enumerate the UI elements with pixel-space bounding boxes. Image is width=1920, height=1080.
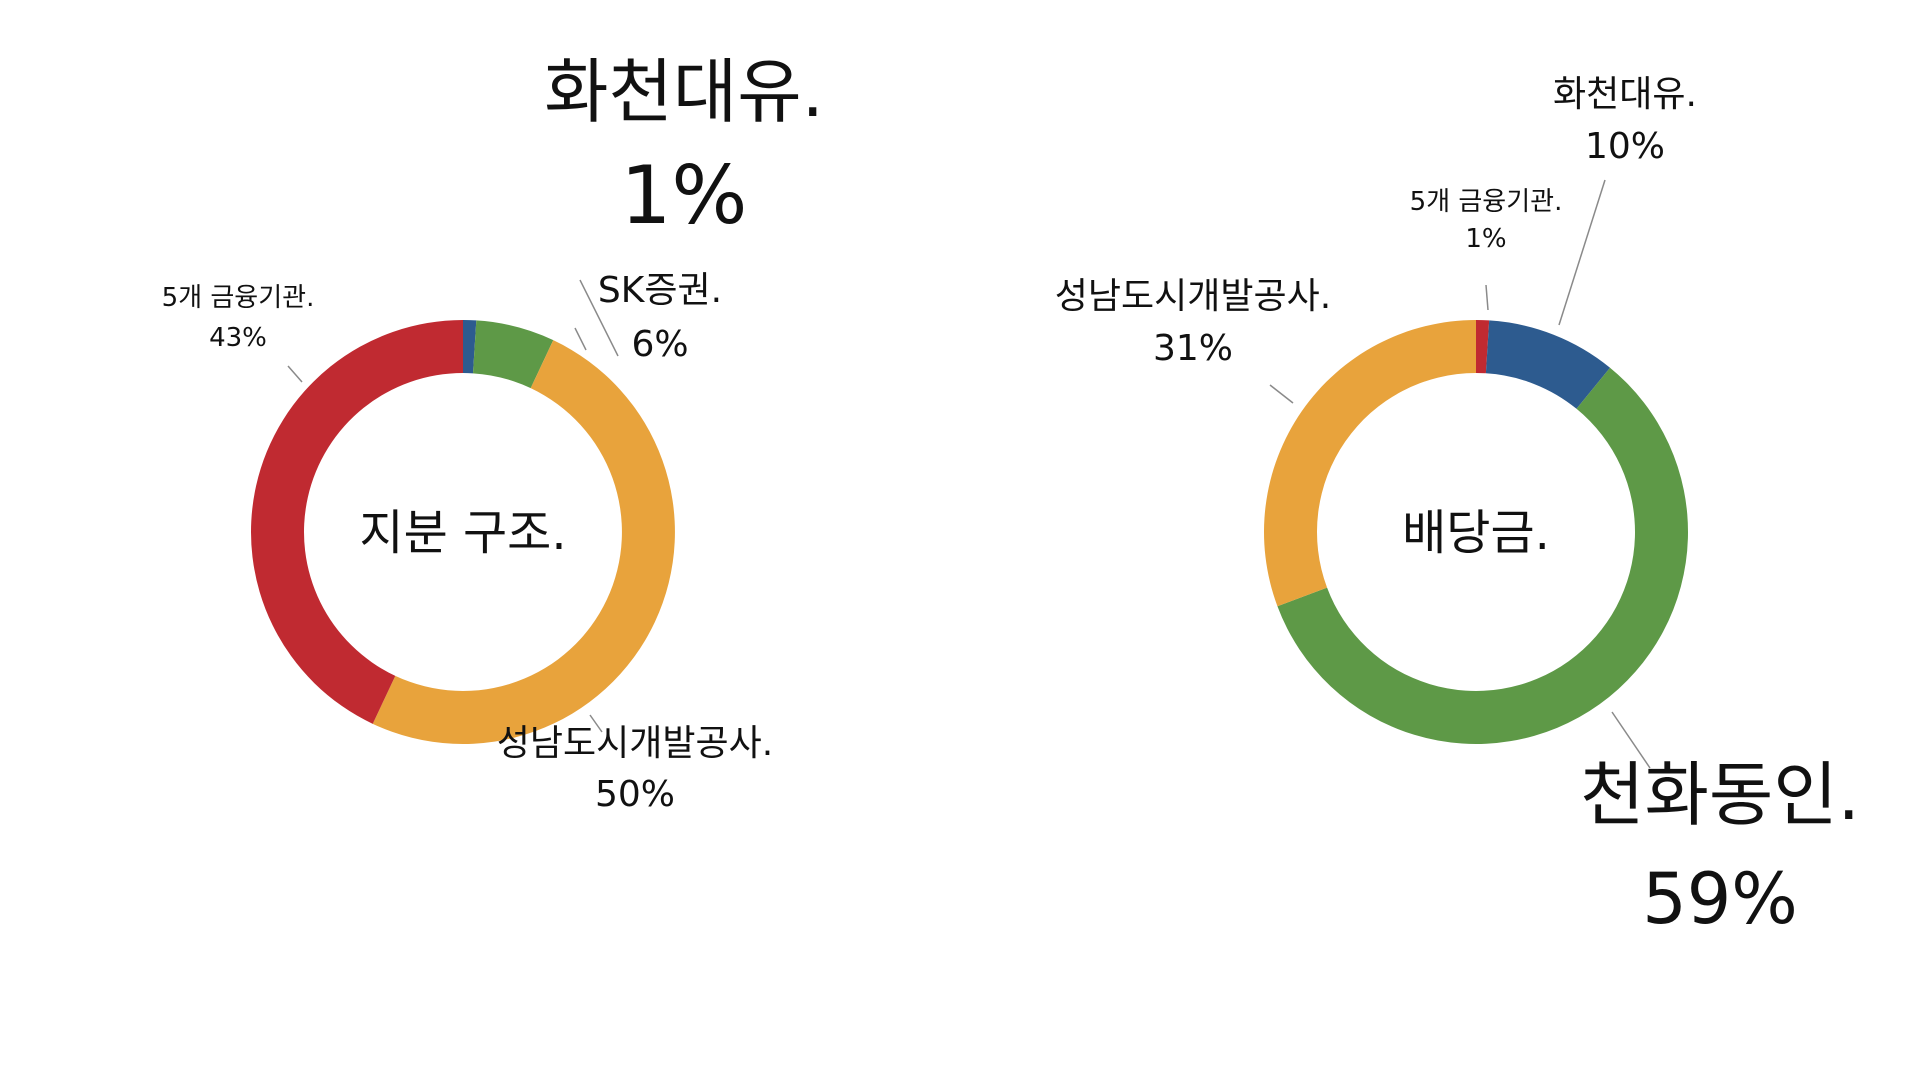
leader-line — [1485, 284, 1489, 311]
slice-label: 5개 금융기관. — [1410, 187, 1563, 217]
slice-percent-label: 6% — [631, 324, 688, 365]
slice-percent-label: 59% — [1642, 858, 1798, 940]
leader-line — [1269, 384, 1294, 404]
chart-title: 지분 구조. — [359, 505, 566, 561]
leader-line — [579, 279, 619, 357]
leader-line — [1611, 711, 1651, 769]
slice-percent-label: 50% — [595, 774, 675, 815]
chart-title: 배당금. — [1402, 505, 1550, 561]
slice-label: 천화동인. — [1580, 754, 1860, 836]
slice-percent-label: 31% — [1153, 328, 1233, 369]
slice-label: SK증권. — [598, 270, 722, 311]
donut-slice-화천대유 — [463, 320, 477, 374]
slice-label: 화천대유. — [544, 51, 824, 133]
slice-percent-label: 10% — [1585, 126, 1665, 167]
slice-percent-label: 1% — [621, 149, 748, 242]
donut-slice-천화동인 — [1277, 367, 1688, 744]
slice-label: 성남도시개발공사. — [497, 723, 773, 764]
slice-label: 5개 금융기관. — [162, 283, 315, 313]
donut-slice-sk증권 — [472, 320, 554, 389]
donut-slice-성남도시개발공사 — [1264, 320, 1476, 607]
slice-percent-label: 43% — [209, 323, 267, 353]
donut-slice-화천대유 — [1485, 320, 1611, 409]
slice-label: 화천대유. — [1553, 74, 1697, 115]
donut-slice-5개-금융기관 — [251, 320, 463, 724]
leader-line — [287, 365, 303, 383]
leader-line — [589, 714, 603, 733]
slice-label: 성남도시개발공사. — [1055, 276, 1331, 317]
leader-line — [1558, 179, 1606, 326]
donut-chart-1: 지분 구조. 화천대유. 1% SK증권. 6% 성남도시개발공사. 50% 5개 금융기관.… — [162, 51, 824, 815]
donut-slice-5개-금융기관 — [1476, 320, 1490, 374]
slice-percent-label: 1% — [1465, 224, 1506, 254]
leader-line — [574, 327, 587, 351]
donut-slice-성남도시개발공사 — [372, 340, 675, 744]
donut-chart-2: 배당금. 5개 금융기관. 1% 화천대유. 10% 천화동인. 59% 성남도시개발공사. 3… — [1055, 74, 1860, 940]
